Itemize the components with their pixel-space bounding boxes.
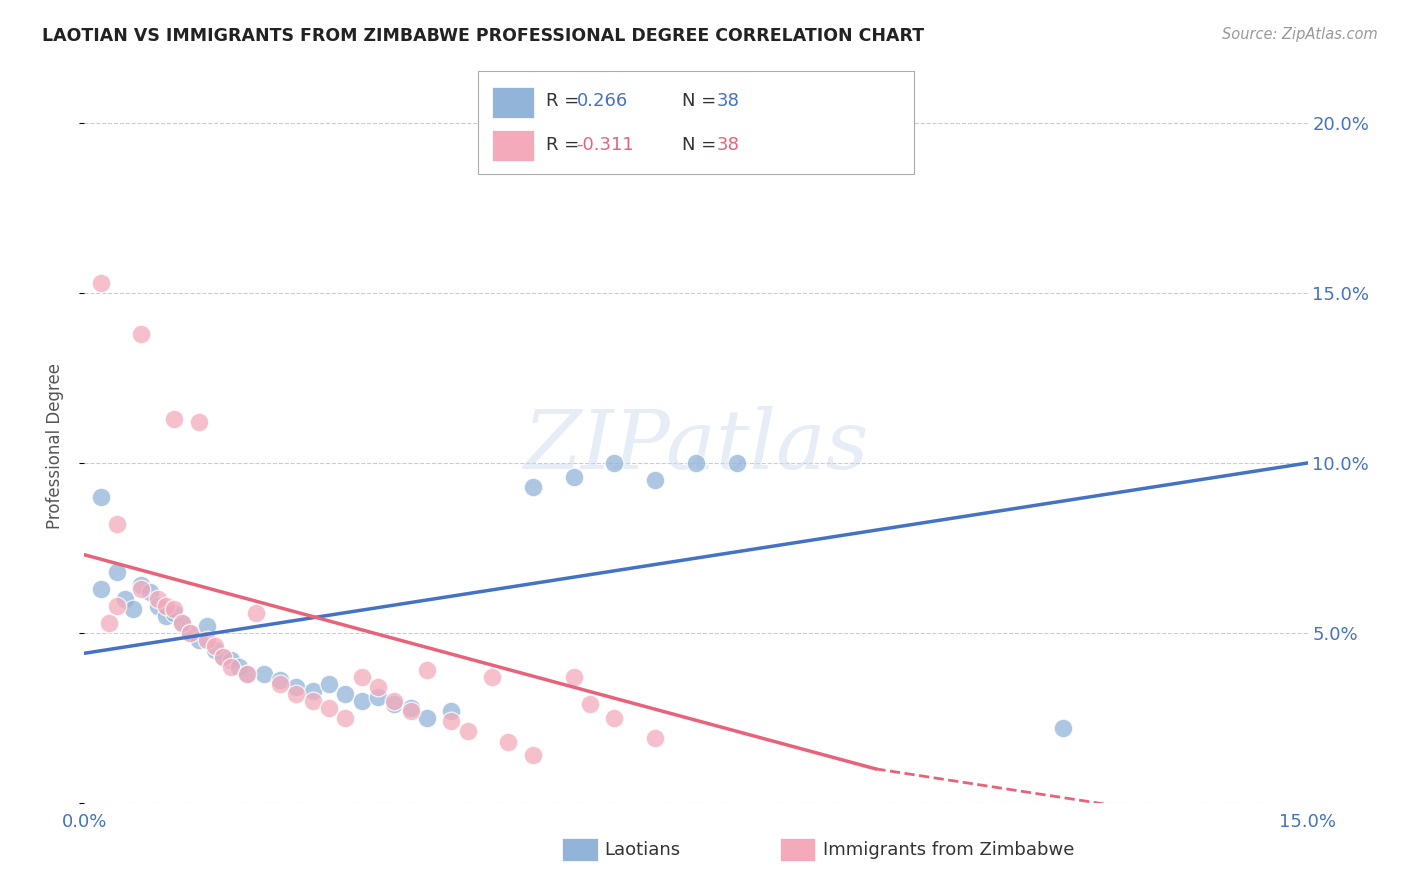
Point [105,565,128,579]
Text: ZIPatlas: ZIPatlas [523,406,869,486]
Point [603,711,626,725]
Point [90,582,112,596]
Point [105,599,128,613]
Point [172,615,194,630]
Point [172,615,194,630]
Point [382,694,405,708]
Point [335,687,357,701]
Text: Source: ZipAtlas.com: Source: ZipAtlas.com [1222,27,1378,42]
Point [179,626,201,640]
Point [131,578,153,592]
Point [399,704,422,718]
Point [146,599,169,613]
Point [498,734,520,748]
Point [90,490,112,504]
Point [219,660,242,674]
Text: 38: 38 [717,92,740,110]
Point [350,694,373,708]
Point [481,670,503,684]
Text: -0.311: -0.311 [576,136,634,153]
Point [685,456,707,470]
Point [367,680,389,694]
Point [457,724,479,739]
Point [522,480,544,494]
Text: Laotians: Laotians [605,841,681,859]
Point [146,591,169,606]
Point [318,700,340,714]
Point [367,690,389,705]
Point [269,673,291,688]
Point [245,606,267,620]
Point [399,700,422,714]
Point [204,643,226,657]
Point [269,677,291,691]
Point [236,666,259,681]
Point [114,591,136,606]
Point [90,276,112,290]
Point [318,677,340,691]
Point [131,326,153,341]
Point [440,704,463,718]
Text: R =: R = [546,92,585,110]
Text: N =: N = [682,136,721,153]
Point [212,649,235,664]
Point [163,412,186,426]
Point [236,666,259,681]
Point [163,602,186,616]
Point [138,585,160,599]
Point [212,649,235,664]
Point [301,683,323,698]
Point [562,469,585,483]
Point [195,632,218,647]
Point [105,517,128,532]
Text: R =: R = [546,136,585,153]
Text: 0.266: 0.266 [576,92,627,110]
Point [122,602,145,616]
Point [219,653,242,667]
Point [416,663,439,677]
Point [155,608,177,623]
Point [335,711,357,725]
Point [603,456,626,470]
Point [163,606,186,620]
Point [187,415,209,429]
Point [644,731,666,746]
Text: Immigrants from Zimbabwe: Immigrants from Zimbabwe [823,841,1074,859]
Point [416,711,439,725]
Point [195,619,218,633]
Point [285,680,308,694]
Y-axis label: Professional Degree: Professional Degree [45,363,63,529]
Point [382,698,405,712]
Point [228,660,250,674]
Text: 38: 38 [717,136,740,153]
Point [285,687,308,701]
Point [131,582,153,596]
Point [179,626,201,640]
Point [301,694,323,708]
Point [155,599,177,613]
Point [97,615,120,630]
Point [253,666,276,681]
Point [562,670,585,684]
Point [725,456,748,470]
Text: LAOTIAN VS IMMIGRANTS FROM ZIMBABWE PROFESSIONAL DEGREE CORRELATION CHART: LAOTIAN VS IMMIGRANTS FROM ZIMBABWE PROF… [42,27,924,45]
Point [440,714,463,729]
Point [522,748,544,763]
Point [350,670,373,684]
Point [204,640,226,654]
Point [579,698,602,712]
Point [1052,721,1074,735]
Text: N =: N = [682,92,721,110]
Point [187,632,209,647]
Point [644,473,666,487]
